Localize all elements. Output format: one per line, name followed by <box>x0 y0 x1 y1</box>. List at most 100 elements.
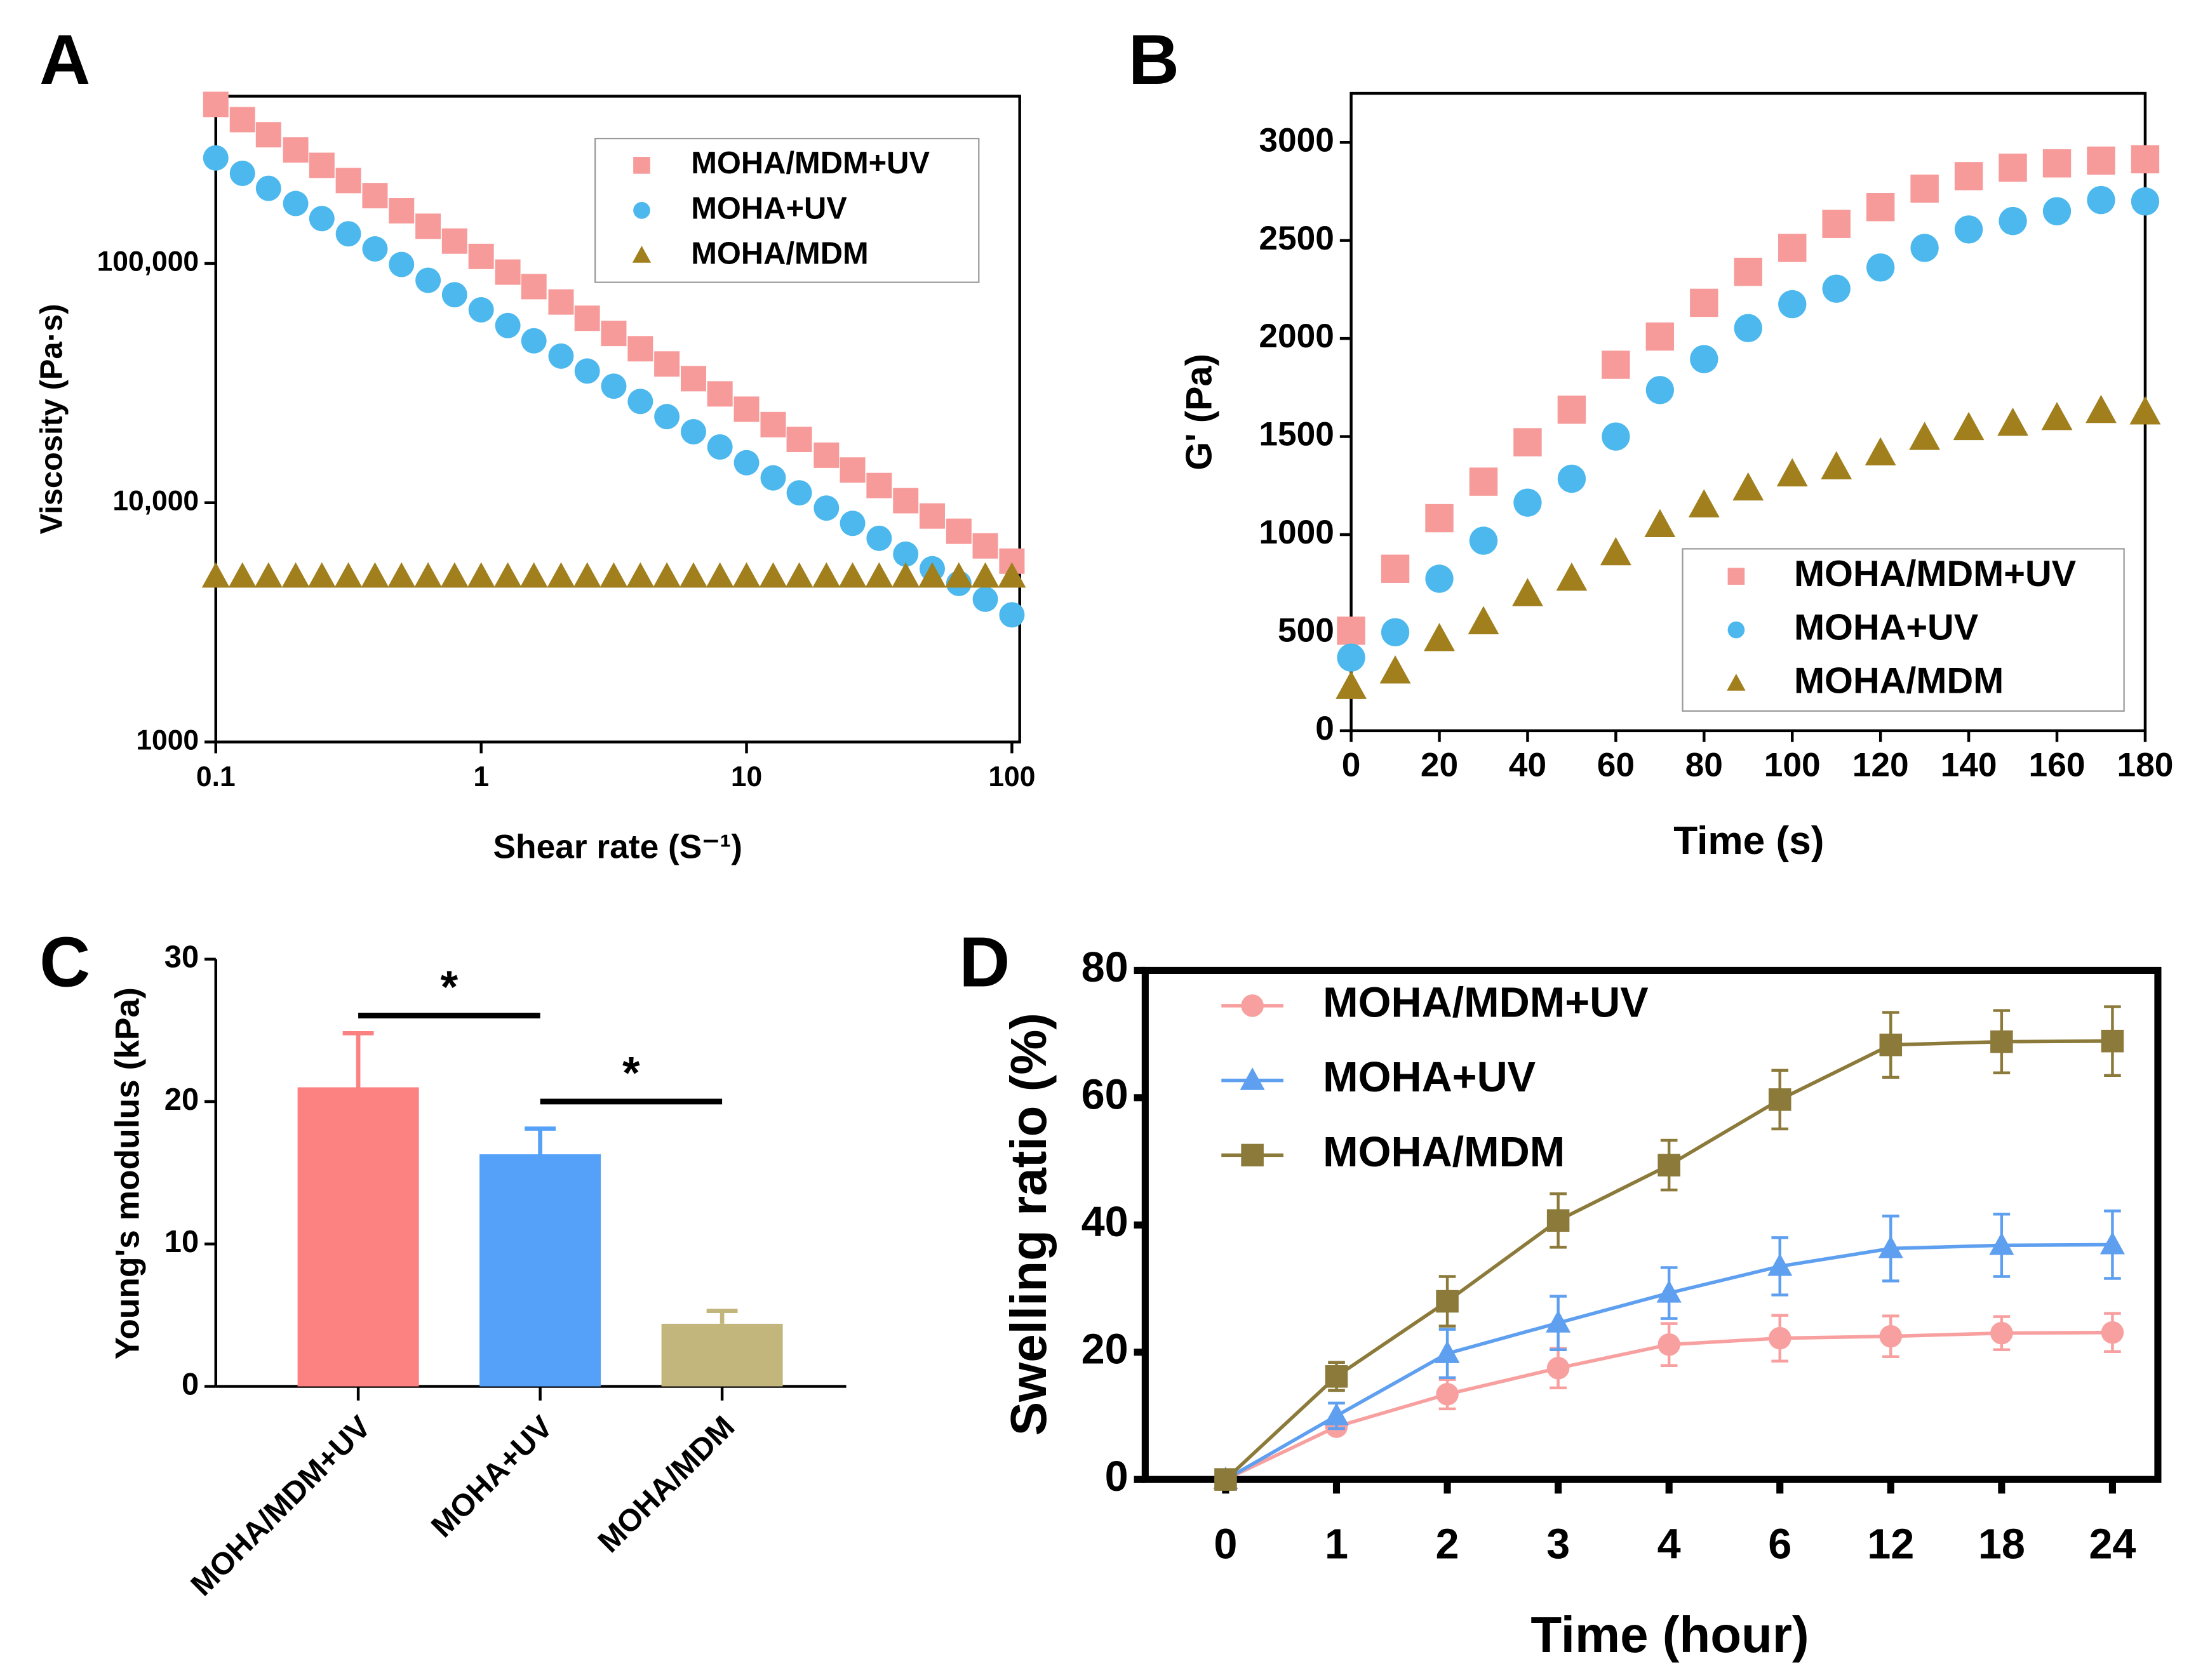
x-tick-label: 3 <box>1546 1521 1570 1568</box>
marker <box>362 183 388 209</box>
marker <box>1866 253 1895 282</box>
y-tick-label: 500 <box>1278 612 1334 650</box>
marker <box>361 562 389 588</box>
marker <box>814 442 840 468</box>
marker <box>733 450 760 476</box>
marker <box>1546 1310 1571 1333</box>
x-tick-label: 18 <box>1978 1521 2025 1568</box>
marker <box>1645 376 1675 404</box>
marker <box>201 562 230 588</box>
marker <box>1734 314 1762 342</box>
x-tick-label: 12 <box>1867 1521 1914 1568</box>
y-tick-label: 0 <box>1105 1453 1128 1500</box>
marker <box>1778 234 1807 262</box>
x-tick-label: 160 <box>2029 747 2086 784</box>
marker <box>999 602 1025 628</box>
marker <box>865 562 894 588</box>
panel-letter: D <box>959 922 1010 1001</box>
x-tick-label: 0 <box>1342 747 1361 784</box>
marker <box>1435 1340 1460 1363</box>
legend-marker <box>1727 568 1745 585</box>
legend-marker <box>1241 994 1264 1017</box>
y-axis-label: Viscosity (Pa·s) <box>34 304 69 535</box>
marker <box>2086 394 2117 423</box>
marker <box>1910 174 1939 203</box>
marker <box>203 145 229 171</box>
marker <box>2131 187 2160 216</box>
marker <box>415 213 441 239</box>
marker <box>389 251 415 277</box>
marker <box>441 282 467 308</box>
marker <box>387 562 416 588</box>
marker <box>548 289 574 315</box>
marker <box>467 562 495 588</box>
marker <box>1214 1468 1237 1491</box>
marker <box>1690 288 1718 317</box>
legend-marker <box>1240 1067 1265 1090</box>
marker <box>1879 1324 1903 1348</box>
marker <box>1910 234 1939 262</box>
marker <box>414 562 443 588</box>
marker <box>1381 554 1410 583</box>
marker <box>334 562 363 588</box>
x-tick-label: 0.1 <box>196 761 236 792</box>
marker <box>2101 1029 2124 1053</box>
x-tick-label: 4 <box>1657 1521 1681 1568</box>
marker <box>1776 458 1808 487</box>
legend-marker <box>633 202 650 219</box>
marker <box>1556 562 1588 591</box>
marker <box>1690 345 1718 373</box>
x-tick-label: MOHA/MDM+UV <box>184 1410 377 1603</box>
marker <box>2042 149 2072 178</box>
marker <box>812 562 841 588</box>
marker <box>1425 503 1454 533</box>
significance-label: * <box>622 1048 640 1098</box>
x-tick-label: 6 <box>1768 1521 1791 1568</box>
marker <box>707 434 733 460</box>
marker <box>627 389 653 415</box>
marker <box>972 586 998 612</box>
marker <box>2101 1321 2124 1344</box>
marker <box>1424 623 1455 651</box>
y-tick-label: 2000 <box>1259 317 1334 355</box>
marker <box>362 236 388 262</box>
marker <box>1997 407 2028 436</box>
marker <box>2087 146 2115 175</box>
legend-label: MOHA+UV <box>1323 1054 1536 1101</box>
marker <box>599 562 628 588</box>
marker <box>1866 192 1895 222</box>
marker <box>944 562 973 588</box>
marker <box>229 161 255 186</box>
x-tick-label: 60 <box>1597 747 1635 784</box>
marker <box>440 562 469 588</box>
marker <box>309 206 335 232</box>
marker <box>2087 185 2115 215</box>
marker <box>1600 537 1631 566</box>
marker <box>493 562 522 588</box>
legend-label: MOHA/MDM+UV <box>1794 554 2077 594</box>
y-tick-label: 3000 <box>1259 121 1334 159</box>
marker <box>468 243 494 269</box>
y-tick-label: 0 <box>1315 710 1334 747</box>
marker <box>1953 411 1985 441</box>
x-tick-label: 20 <box>1421 747 1458 784</box>
marker <box>918 562 946 588</box>
marker <box>548 343 574 369</box>
marker <box>415 267 441 293</box>
marker <box>335 168 361 194</box>
marker <box>1336 670 1367 699</box>
marker <box>653 562 681 588</box>
marker <box>1909 422 1941 450</box>
marker <box>389 197 415 223</box>
marker <box>1546 1209 1570 1232</box>
marker <box>838 562 867 588</box>
marker <box>1602 422 1630 451</box>
legend-marker <box>632 246 652 263</box>
y-tick-label: 1500 <box>1259 416 1334 453</box>
legend-marker <box>1727 621 1745 639</box>
marker <box>679 562 707 588</box>
x-tick-label: MOHA/MDM <box>592 1410 742 1559</box>
marker <box>574 305 600 331</box>
legend-label: MOHA/MDM+UV <box>1323 980 1649 1027</box>
